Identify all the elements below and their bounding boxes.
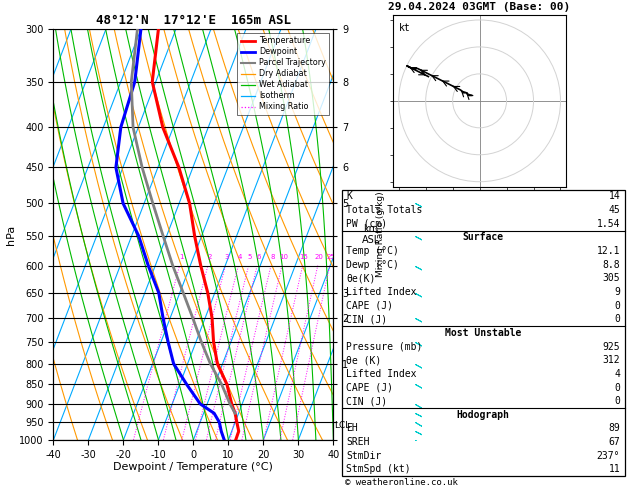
Text: Lifted Index: Lifted Index (346, 369, 416, 379)
Text: 89: 89 (608, 423, 620, 434)
Text: 5: 5 (248, 254, 252, 260)
Text: Lifted Index: Lifted Index (346, 287, 416, 297)
Title: 29.04.2024 03GMT (Base: 00): 29.04.2024 03GMT (Base: 00) (389, 2, 571, 13)
Text: Hodograph: Hodograph (457, 410, 509, 420)
Title: 48°12'N  17°12'E  165m ASL: 48°12'N 17°12'E 165m ASL (96, 14, 291, 27)
Text: 10: 10 (279, 254, 288, 260)
Text: Most Unstable: Most Unstable (445, 328, 521, 338)
Text: Mixing Ratio (g/kg): Mixing Ratio (g/kg) (376, 191, 385, 278)
Text: 12.1: 12.1 (597, 246, 620, 256)
Text: K: K (346, 191, 352, 201)
Text: Totals Totals: Totals Totals (346, 205, 422, 215)
Text: θe(K): θe(K) (346, 273, 376, 283)
Text: 1: 1 (179, 254, 183, 260)
Text: CAPE (J): CAPE (J) (346, 382, 393, 393)
Text: 9: 9 (615, 287, 620, 297)
Text: CIN (J): CIN (J) (346, 396, 387, 406)
Text: LCL: LCL (334, 421, 350, 431)
X-axis label: Dewpoint / Temperature (°C): Dewpoint / Temperature (°C) (113, 462, 274, 472)
Text: StmSpd (kt): StmSpd (kt) (346, 465, 411, 474)
Text: 305: 305 (603, 273, 620, 283)
Y-axis label: km
ASL: km ASL (362, 224, 380, 245)
Text: 1.54: 1.54 (597, 219, 620, 229)
Text: Temp (°C): Temp (°C) (346, 246, 399, 256)
Text: 0: 0 (615, 396, 620, 406)
Text: Surface: Surface (462, 232, 504, 243)
Text: 14: 14 (608, 191, 620, 201)
Text: 20: 20 (314, 254, 323, 260)
Text: 25: 25 (326, 254, 335, 260)
Text: © weatheronline.co.uk: © weatheronline.co.uk (345, 478, 457, 486)
Text: PW (cm): PW (cm) (346, 219, 387, 229)
Text: kt: kt (399, 23, 411, 33)
Text: 45: 45 (608, 205, 620, 215)
Text: 8: 8 (270, 254, 275, 260)
Text: 0: 0 (615, 314, 620, 324)
Y-axis label: hPa: hPa (6, 225, 16, 244)
Text: 4: 4 (238, 254, 242, 260)
Text: 6: 6 (256, 254, 261, 260)
Text: 3: 3 (225, 254, 229, 260)
Text: 312: 312 (603, 355, 620, 365)
Text: 0: 0 (615, 301, 620, 311)
Text: 4: 4 (615, 369, 620, 379)
Text: 8.8: 8.8 (603, 260, 620, 270)
Text: 237°: 237° (597, 451, 620, 461)
Text: 67: 67 (608, 437, 620, 447)
Legend: Temperature, Dewpoint, Parcel Trajectory, Dry Adiabat, Wet Adiabat, Isotherm, Mi: Temperature, Dewpoint, Parcel Trajectory… (238, 33, 330, 115)
Text: 925: 925 (603, 342, 620, 351)
Text: 0: 0 (615, 382, 620, 393)
Text: SREH: SREH (346, 437, 369, 447)
Text: 2: 2 (207, 254, 211, 260)
Text: Dewp (°C): Dewp (°C) (346, 260, 399, 270)
Text: 15: 15 (299, 254, 308, 260)
Text: StmDir: StmDir (346, 451, 381, 461)
Text: CIN (J): CIN (J) (346, 314, 387, 324)
Text: Pressure (mb): Pressure (mb) (346, 342, 422, 351)
Text: EH: EH (346, 423, 358, 434)
Text: θe (K): θe (K) (346, 355, 381, 365)
Text: 11: 11 (608, 465, 620, 474)
Text: CAPE (J): CAPE (J) (346, 301, 393, 311)
